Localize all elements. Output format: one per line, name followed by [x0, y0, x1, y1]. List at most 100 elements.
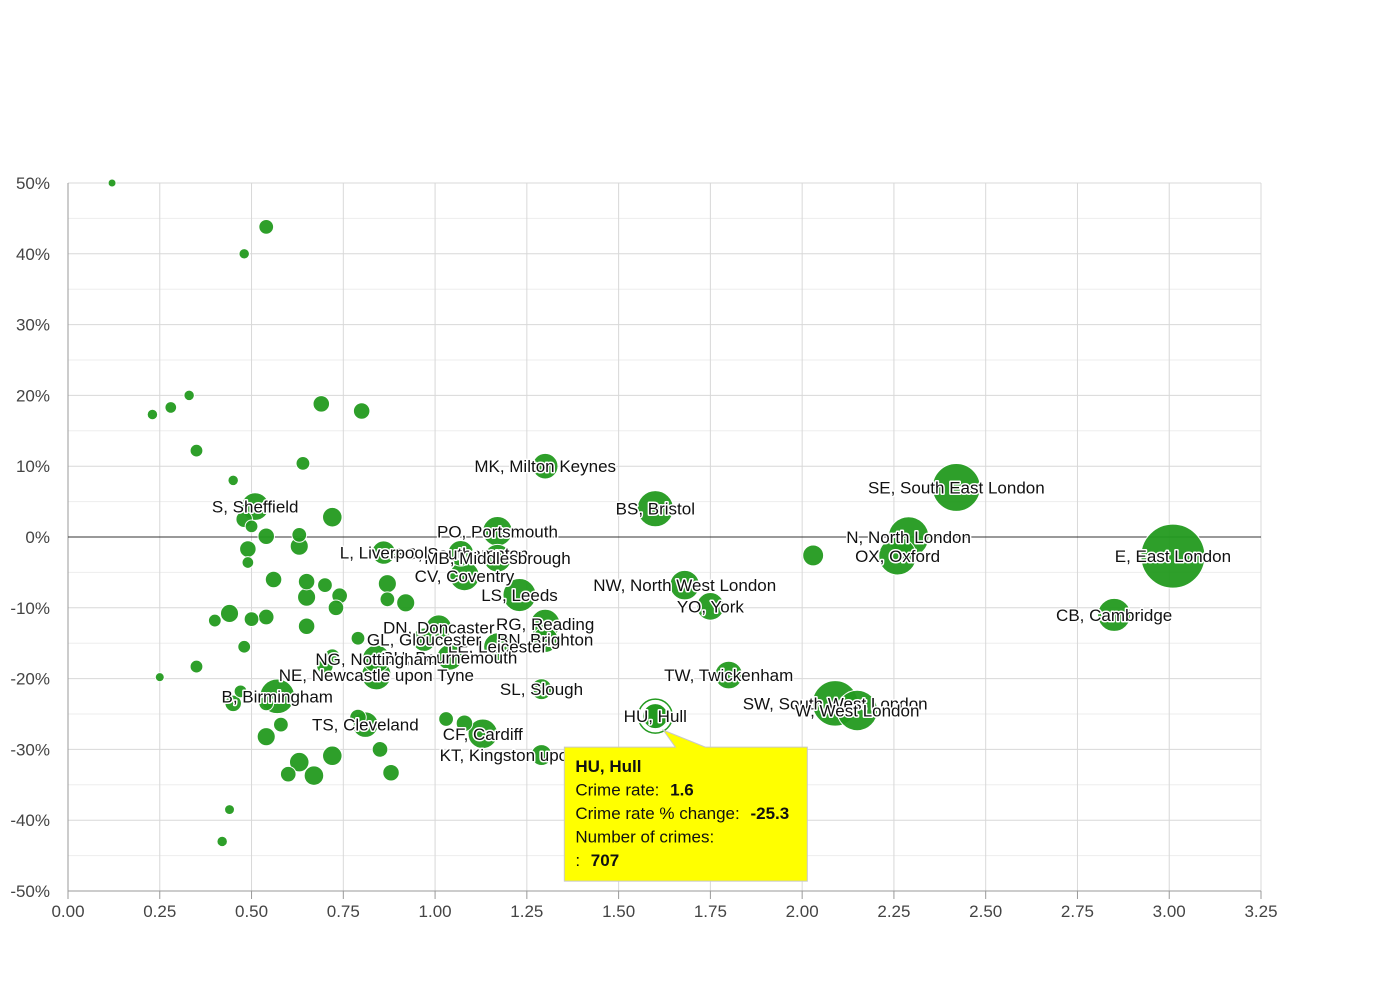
bubble-point[interactable] [239, 540, 257, 558]
bubble-point[interactable] [322, 506, 343, 528]
bubble-point[interactable] [352, 402, 371, 420]
tooltip: HU, Hull Crime rate: 1.6 Crime rate % ch… [563, 729, 808, 882]
bubble-point[interactable] [531, 452, 559, 480]
bubble-label: S, Sheffield [212, 498, 299, 517]
bubble-point[interactable] [258, 219, 275, 235]
bubble-point[interactable] [237, 639, 252, 654]
bubble-point[interactable] [455, 714, 474, 732]
bubble-label: OX, Oxford [855, 547, 940, 566]
bubble-point[interactable] [244, 519, 259, 534]
bubble-point[interactable] [224, 694, 242, 713]
bubble-point[interactable] [636, 490, 674, 528]
bubble-point[interactable] [291, 526, 308, 543]
bubble-point[interactable] [273, 716, 289, 733]
bubble-point[interactable] [183, 389, 195, 402]
bubble-point[interactable] [238, 248, 250, 260]
bubble-point[interactable] [669, 569, 700, 601]
bubble-label: MB, Middlesbrough [424, 549, 570, 568]
bubble-label: DN, Doncaster [383, 619, 495, 638]
hovered-point[interactable] [641, 702, 670, 731]
bubble-point[interactable] [297, 587, 317, 607]
bubble-label-layer: E, East London SE, South East London N, No… [210, 456, 1232, 767]
bubble-label: TW, Twickenham [664, 666, 793, 685]
bubble-point[interactable] [303, 765, 325, 786]
bubble-point[interactable] [279, 765, 297, 783]
x-tick-label: 1.75 [694, 902, 727, 921]
bubble-point[interactable] [257, 608, 275, 626]
bubble-point[interactable] [436, 644, 464, 671]
x-tick-label: 2.25 [877, 902, 910, 921]
bubble-point[interactable] [216, 835, 228, 848]
bubble-point[interactable] [189, 443, 204, 458]
bubble-point[interactable] [411, 627, 437, 652]
bubble-point[interactable] [241, 556, 255, 569]
bubble-point[interactable] [696, 592, 725, 621]
bubble-label: CF, Cardiff [443, 725, 523, 744]
bubble-point[interactable] [295, 455, 311, 471]
bubble-point[interactable] [256, 727, 276, 747]
bubble-point[interactable] [483, 543, 512, 573]
bubble-point[interactable] [349, 708, 367, 727]
bubble-point[interactable] [802, 544, 825, 567]
x-tick-label: 1.00 [419, 902, 452, 921]
bubble-label: NW, North West London [593, 576, 776, 595]
bubble-point[interactable] [257, 527, 275, 546]
bubble-point[interactable] [878, 536, 917, 576]
tooltip-rate-line: Crime rate: 1.6 [575, 781, 693, 800]
bubble-point[interactable] [530, 744, 553, 767]
x-tick-label: 3.00 [1153, 902, 1186, 921]
bubble-point[interactable] [371, 741, 389, 758]
bubble-point[interactable] [146, 408, 159, 421]
x-tick-label: 1.25 [510, 902, 543, 921]
bubble-point[interactable] [327, 599, 345, 617]
bubble-point[interactable] [714, 660, 744, 690]
bubble-layer [107, 178, 1206, 848]
bubble-point[interactable] [322, 745, 343, 767]
bubble-point[interactable] [350, 630, 366, 646]
y-tick-label: 30% [16, 316, 50, 335]
bubble-point[interactable] [258, 695, 275, 712]
bubble-point[interactable] [317, 577, 333, 594]
bubble-point[interactable] [530, 678, 553, 701]
bubble-point[interactable] [224, 804, 235, 816]
bubble-point[interactable] [483, 632, 512, 662]
bubble-point[interactable] [233, 684, 248, 699]
bubble-point[interactable] [154, 672, 165, 683]
bubble-point[interactable] [227, 474, 239, 487]
bubble-point[interactable] [531, 626, 559, 653]
bubble-point[interactable] [219, 603, 240, 624]
tooltip-change-label: Crime rate % change: [575, 804, 739, 823]
bubble-point[interactable] [312, 395, 331, 413]
bubble-point[interactable] [447, 539, 475, 567]
bubble-point[interactable] [377, 574, 397, 594]
bubble-point[interactable] [1097, 597, 1132, 632]
bubble-point[interactable] [243, 611, 260, 628]
bubble-point[interactable] [107, 178, 117, 188]
bubble-label: BH, Bournemouth [382, 648, 517, 667]
tooltip-rate-label: Crime rate: [575, 781, 659, 800]
bubble-point[interactable] [323, 648, 341, 665]
bubble-point[interactable] [164, 401, 178, 414]
y-tick-label: -20% [10, 670, 50, 689]
bubble-point[interactable] [382, 764, 400, 782]
x-tick-label: 2.50 [969, 902, 1002, 921]
bubble-point[interactable] [297, 572, 316, 591]
bubble-point[interactable] [1140, 523, 1206, 589]
bubble-point[interactable] [396, 593, 416, 613]
bubble-point[interactable] [207, 613, 222, 628]
bubble-point[interactable] [836, 689, 878, 732]
bubble-point[interactable] [371, 540, 396, 565]
bubble-point[interactable] [189, 659, 204, 674]
x-tick-label: 2.75 [1061, 902, 1094, 921]
bubble-point[interactable] [297, 617, 316, 635]
bubble-point[interactable] [438, 711, 454, 727]
bubble-point[interactable] [264, 570, 283, 589]
bubble-point[interactable] [379, 591, 396, 608]
bubble-point[interactable] [467, 718, 499, 750]
bubble-point[interactable] [362, 644, 391, 674]
bubble-point[interactable] [931, 462, 981, 512]
x-tick-label: 0.00 [51, 902, 84, 921]
bubble-point[interactable] [288, 751, 310, 773]
bubble-point[interactable] [502, 578, 537, 613]
